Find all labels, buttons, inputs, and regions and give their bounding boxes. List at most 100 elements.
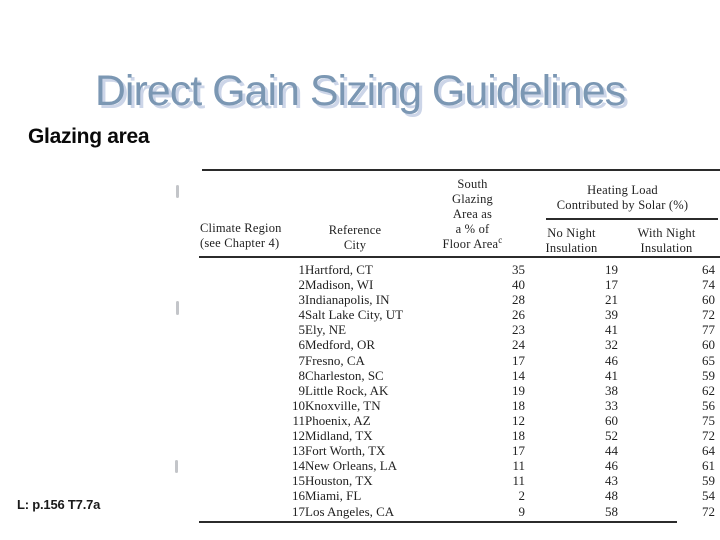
glazing-area-pct: 17	[512, 443, 525, 459]
region-number: 5	[298, 322, 306, 338]
header-climate-region: Climate Region (see Chapter 4)	[200, 221, 282, 250]
glazing-area-pct: 11	[512, 473, 525, 489]
scan-artifact	[175, 460, 178, 473]
no-night-insulation-pct: 21	[605, 292, 618, 308]
region-number: 10	[292, 397, 305, 413]
slide-subtitle: Glazing area	[28, 125, 150, 148]
table-row: 6 Medford, OR 24 32 60	[185, 337, 716, 353]
region-number: 12	[292, 428, 305, 444]
with-night-insulation-pct: 75	[702, 412, 715, 428]
no-night-insulation-pct: 58	[605, 503, 618, 519]
region-number: 3	[298, 292, 306, 308]
reference-city: Medford, OR	[305, 337, 376, 353]
no-night-insulation-pct: 46	[605, 458, 618, 474]
with-night-insulation-pct: 54	[702, 488, 715, 504]
table-bottom-rule	[199, 521, 677, 523]
table-top-rule	[202, 169, 720, 171]
header-reference-city: Reference City	[328, 223, 382, 252]
no-night-insulation-pct: 43	[605, 473, 618, 489]
no-night-insulation-pct: 52	[605, 428, 618, 444]
glazing-area-pct: 12	[512, 412, 525, 428]
table-row: 5 Ely, NE 23 41 77	[185, 322, 716, 338]
no-night-insulation-pct: 41	[605, 367, 618, 383]
region-number: 13	[292, 443, 305, 459]
region-number: 17	[292, 503, 305, 519]
region-number: 15	[292, 473, 305, 489]
reference-city: Fresno, CA	[305, 352, 365, 368]
reference-city: Fort Worth, TX	[305, 443, 386, 459]
heating-load-group-rule	[546, 218, 718, 220]
region-number: 6	[298, 337, 306, 353]
no-night-insulation-pct: 32	[605, 337, 618, 353]
no-night-insulation-pct: 48	[605, 488, 618, 504]
table-row: 13 Fort Worth, TX 17 44 64	[185, 443, 715, 458]
no-night-insulation-pct: 46	[605, 352, 618, 368]
table-row: 7 Fresno, CA 17 46 65	[185, 352, 716, 368]
table-row: 17 Los Angeles, CA 9 58 72	[185, 504, 715, 519]
table-row: 12 Midland, TX 18 52 72	[185, 428, 715, 443]
with-night-insulation-pct: 77	[702, 322, 715, 338]
scan-artifact	[176, 185, 179, 198]
reference-city: New Orleans, LA	[305, 458, 398, 474]
reference-city: Hartford, CT	[305, 262, 373, 277]
region-number: 16	[292, 488, 305, 504]
with-night-insulation-pct: 65	[702, 352, 715, 368]
table-row: 1 Hartford, CT 35 19 64	[185, 262, 716, 277]
no-night-insulation-pct: 60	[605, 412, 618, 428]
with-night-insulation-pct: 60	[702, 292, 715, 308]
header-with-night-insulation: With Night Insulation	[637, 226, 696, 255]
no-night-insulation-pct: 38	[605, 382, 618, 398]
reference-city: Charleston, SC	[305, 367, 384, 383]
header-no-night-insulation: No Night Insulation	[545, 226, 598, 255]
glazing-area-pct: 40	[512, 277, 525, 293]
glazing-area-pct: 17	[512, 352, 525, 368]
reference-city: Knoxville, TN	[305, 397, 381, 413]
reference-city: Salt Lake City, UT	[305, 307, 404, 323]
table-row: 14 New Orleans, LA 11 46 61	[185, 458, 715, 473]
header-glazing-lines: South Glazing Area as a % of	[452, 177, 493, 236]
table-row: 15 Houston, TX 11 43 59	[185, 473, 715, 488]
glazing-area-pct: 14	[512, 367, 525, 383]
reference-city: Ely, NE	[305, 322, 347, 338]
no-night-insulation-pct: 17	[605, 277, 618, 293]
reference-city: Miami, FL	[305, 488, 362, 504]
with-night-insulation-pct: 72	[702, 503, 715, 519]
header-south-glazing-area: South Glazing Area as a % of Floor Areac	[420, 177, 525, 252]
region-number: 1	[298, 262, 306, 277]
region-number: 11	[292, 412, 305, 428]
table-row: 9 Little Rock, AK 19 38 62	[185, 382, 716, 398]
with-night-insulation-pct: 59	[702, 473, 715, 489]
glazing-area-pct: 18	[512, 397, 525, 413]
no-night-insulation-pct: 41	[605, 322, 618, 338]
no-night-insulation-pct: 39	[605, 307, 618, 323]
header-bottom-rule	[199, 256, 720, 258]
reference-city: Phoenix, AZ	[305, 412, 371, 428]
region-number: 4	[298, 307, 306, 323]
no-night-insulation-pct: 33	[605, 397, 618, 413]
glazing-area-pct: 26	[512, 307, 525, 323]
with-night-insulation-pct: 61	[702, 458, 715, 474]
glazing-area-pct: 2	[518, 488, 526, 504]
glazing-floor-area-line: Floor Areac	[442, 234, 503, 251]
glazing-table-scan: Climate Region (see Chapter 4) Reference C…	[175, 165, 720, 527]
glazing-area-pct: 9	[518, 503, 526, 519]
no-night-insulation-pct: 44	[605, 443, 618, 459]
footnote-marker: c	[498, 234, 503, 245]
glazing-area-pct: 35	[512, 262, 525, 277]
with-night-insulation-pct: 74	[702, 277, 715, 293]
region-number: 7	[298, 352, 306, 368]
glazing-area-pct: 11	[512, 458, 525, 474]
table-row: 3 Indianapolis, IN 28 21 60	[185, 292, 716, 308]
with-night-insulation-pct: 64	[702, 262, 715, 277]
reference-city: Los Angeles, CA	[305, 503, 395, 519]
table-row: 10 Knoxville, TN 18 33 56	[185, 398, 715, 413]
citation: L: p.156 T7.7a	[17, 497, 101, 512]
table-row: 11 Phoenix, AZ 12 60 75	[185, 413, 715, 428]
glazing-area-pct: 24	[512, 337, 525, 353]
table-row: 2 Madison, WI 40 17 74	[185, 277, 716, 293]
with-night-insulation-pct: 60	[702, 337, 715, 353]
reference-city: Little Rock, AK	[305, 382, 389, 398]
header-heating-load-group: Heating Load Contributed by Solar (%)	[556, 183, 689, 212]
with-night-insulation-pct: 72	[702, 428, 715, 444]
